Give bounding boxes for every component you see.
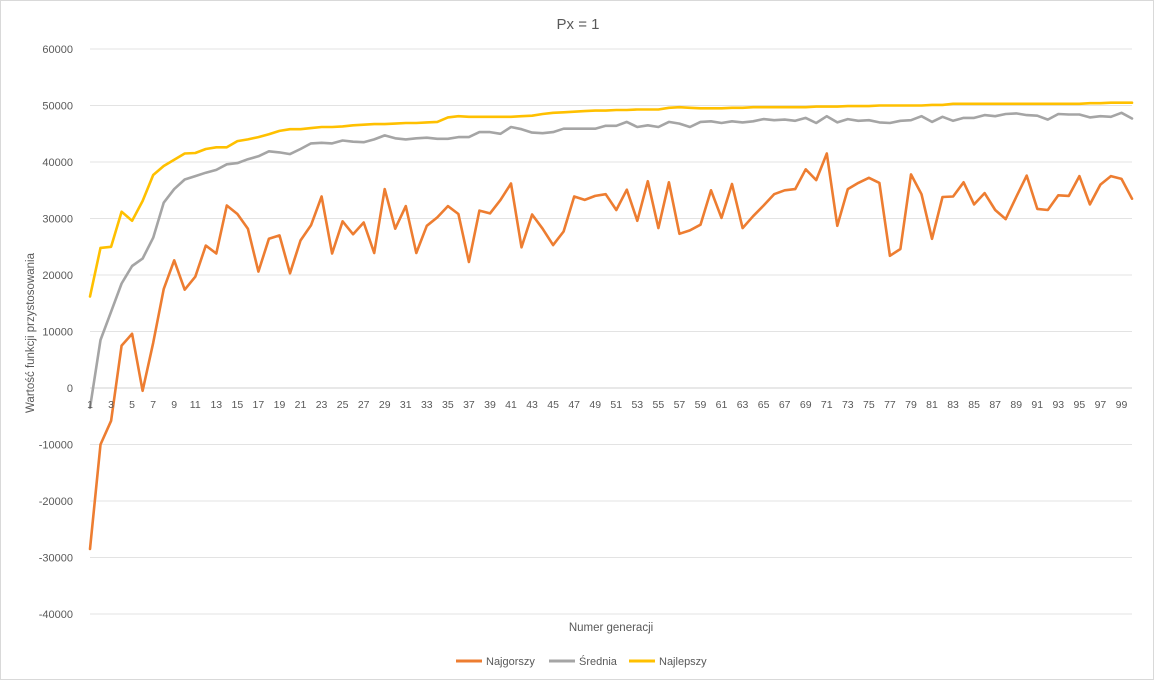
y-tick-label: 40000 (42, 157, 73, 169)
x-tick-label: 45 (547, 399, 559, 411)
x-tick-label: 89 (1010, 399, 1022, 411)
x-tick-label: 35 (442, 399, 454, 411)
y-tick-label: 60000 (42, 44, 73, 56)
y-tick-label: 20000 (42, 270, 73, 282)
x-tick-label: 85 (968, 399, 980, 411)
x-tick-label: 29 (379, 399, 391, 411)
x-tick-label: 1 (87, 399, 93, 411)
legend-label: Najgorszy (486, 656, 535, 668)
x-tick-label: 15 (232, 399, 244, 411)
x-tick-label: 73 (842, 399, 854, 411)
x-tick-label: 23 (316, 399, 328, 411)
legend: Najgorszy Średnia Najlepszy (456, 655, 707, 668)
x-tick-label: 59 (695, 399, 707, 411)
x-axis-ticks: 1 3 5 7 9 11 13 15 17 19 21 23 25 27 29 31 33 35 37 39 41 43 4… (87, 399, 1127, 411)
y-tick-label: 10000 (42, 327, 73, 339)
x-tick-label: 7 (150, 399, 156, 411)
x-tick-label: 9 (171, 399, 177, 411)
series-lines (88, 101, 1134, 551)
x-tick-label: 13 (210, 399, 222, 411)
y-axis-ticks: 60000 50000 40000 30000 20000 10000 0 -10000 -20… (39, 44, 73, 621)
x-tick-label: 43 (526, 399, 538, 411)
x-tick-label: 79 (905, 399, 917, 411)
x-tick-label: 83 (947, 399, 959, 411)
x-axis-label: Numer generacji (569, 622, 653, 634)
x-tick-label: 41 (505, 399, 517, 411)
x-tick-label: 77 (884, 399, 896, 411)
y-tick-label: 50000 (42, 101, 73, 113)
x-tick-label: 27 (358, 399, 370, 411)
x-tick-label: 37 (463, 399, 475, 411)
x-tick-label: 33 (421, 399, 433, 411)
x-tick-label: 93 (1052, 399, 1064, 411)
x-tick-label: 65 (758, 399, 770, 411)
x-tick-label: 49 (589, 399, 601, 411)
x-tick-label: 5 (129, 399, 135, 411)
x-tick-label: 31 (400, 399, 412, 411)
y-tick-label: 0 (67, 383, 73, 395)
x-tick-label: 53 (631, 399, 643, 411)
x-tick-label: 75 (863, 399, 875, 411)
y-axis-label: Wartość funkcji przystosowania (25, 252, 37, 413)
x-tick-label: 97 (1095, 399, 1107, 411)
x-tick-label: 71 (821, 399, 833, 411)
x-tick-label: 51 (610, 399, 622, 411)
x-tick-label: 47 (568, 399, 580, 411)
x-tick-label: 67 (779, 399, 791, 411)
x-tick-label: 63 (737, 399, 749, 411)
x-tick-label: 21 (295, 399, 307, 411)
series-line-najlepszy (88, 101, 1134, 298)
x-tick-label: 87 (989, 399, 1001, 411)
legend-label: Średnia (579, 655, 618, 668)
y-tick-label: -20000 (39, 496, 73, 508)
legend-label: Najlepszy (659, 656, 707, 668)
x-tick-label: 17 (253, 399, 265, 411)
x-tick-label: 19 (274, 399, 286, 411)
x-tick-label: 25 (337, 399, 349, 411)
x-tick-label: 57 (674, 399, 686, 411)
y-tick-label: -40000 (39, 609, 73, 621)
x-tick-label: 3 (108, 399, 114, 411)
x-tick-label: 91 (1031, 399, 1043, 411)
chart-title: Px = 1 (557, 16, 600, 33)
series-line-najgorszy (88, 152, 1134, 551)
x-tick-label: 11 (190, 399, 201, 411)
x-tick-label: 99 (1116, 399, 1128, 411)
y-tick-label: -10000 (39, 440, 73, 452)
x-tick-label: 95 (1074, 399, 1086, 411)
x-tick-label: 61 (716, 399, 728, 411)
x-tick-label: 55 (653, 399, 665, 411)
x-tick-label: 69 (800, 399, 812, 411)
y-tick-label: -30000 (39, 553, 73, 565)
x-tick-label: 81 (926, 399, 938, 411)
x-tick-label: 39 (484, 399, 496, 411)
series-line-średnia (88, 111, 1134, 410)
gridlines (90, 48, 1132, 615)
y-tick-label: 30000 (42, 214, 73, 226)
